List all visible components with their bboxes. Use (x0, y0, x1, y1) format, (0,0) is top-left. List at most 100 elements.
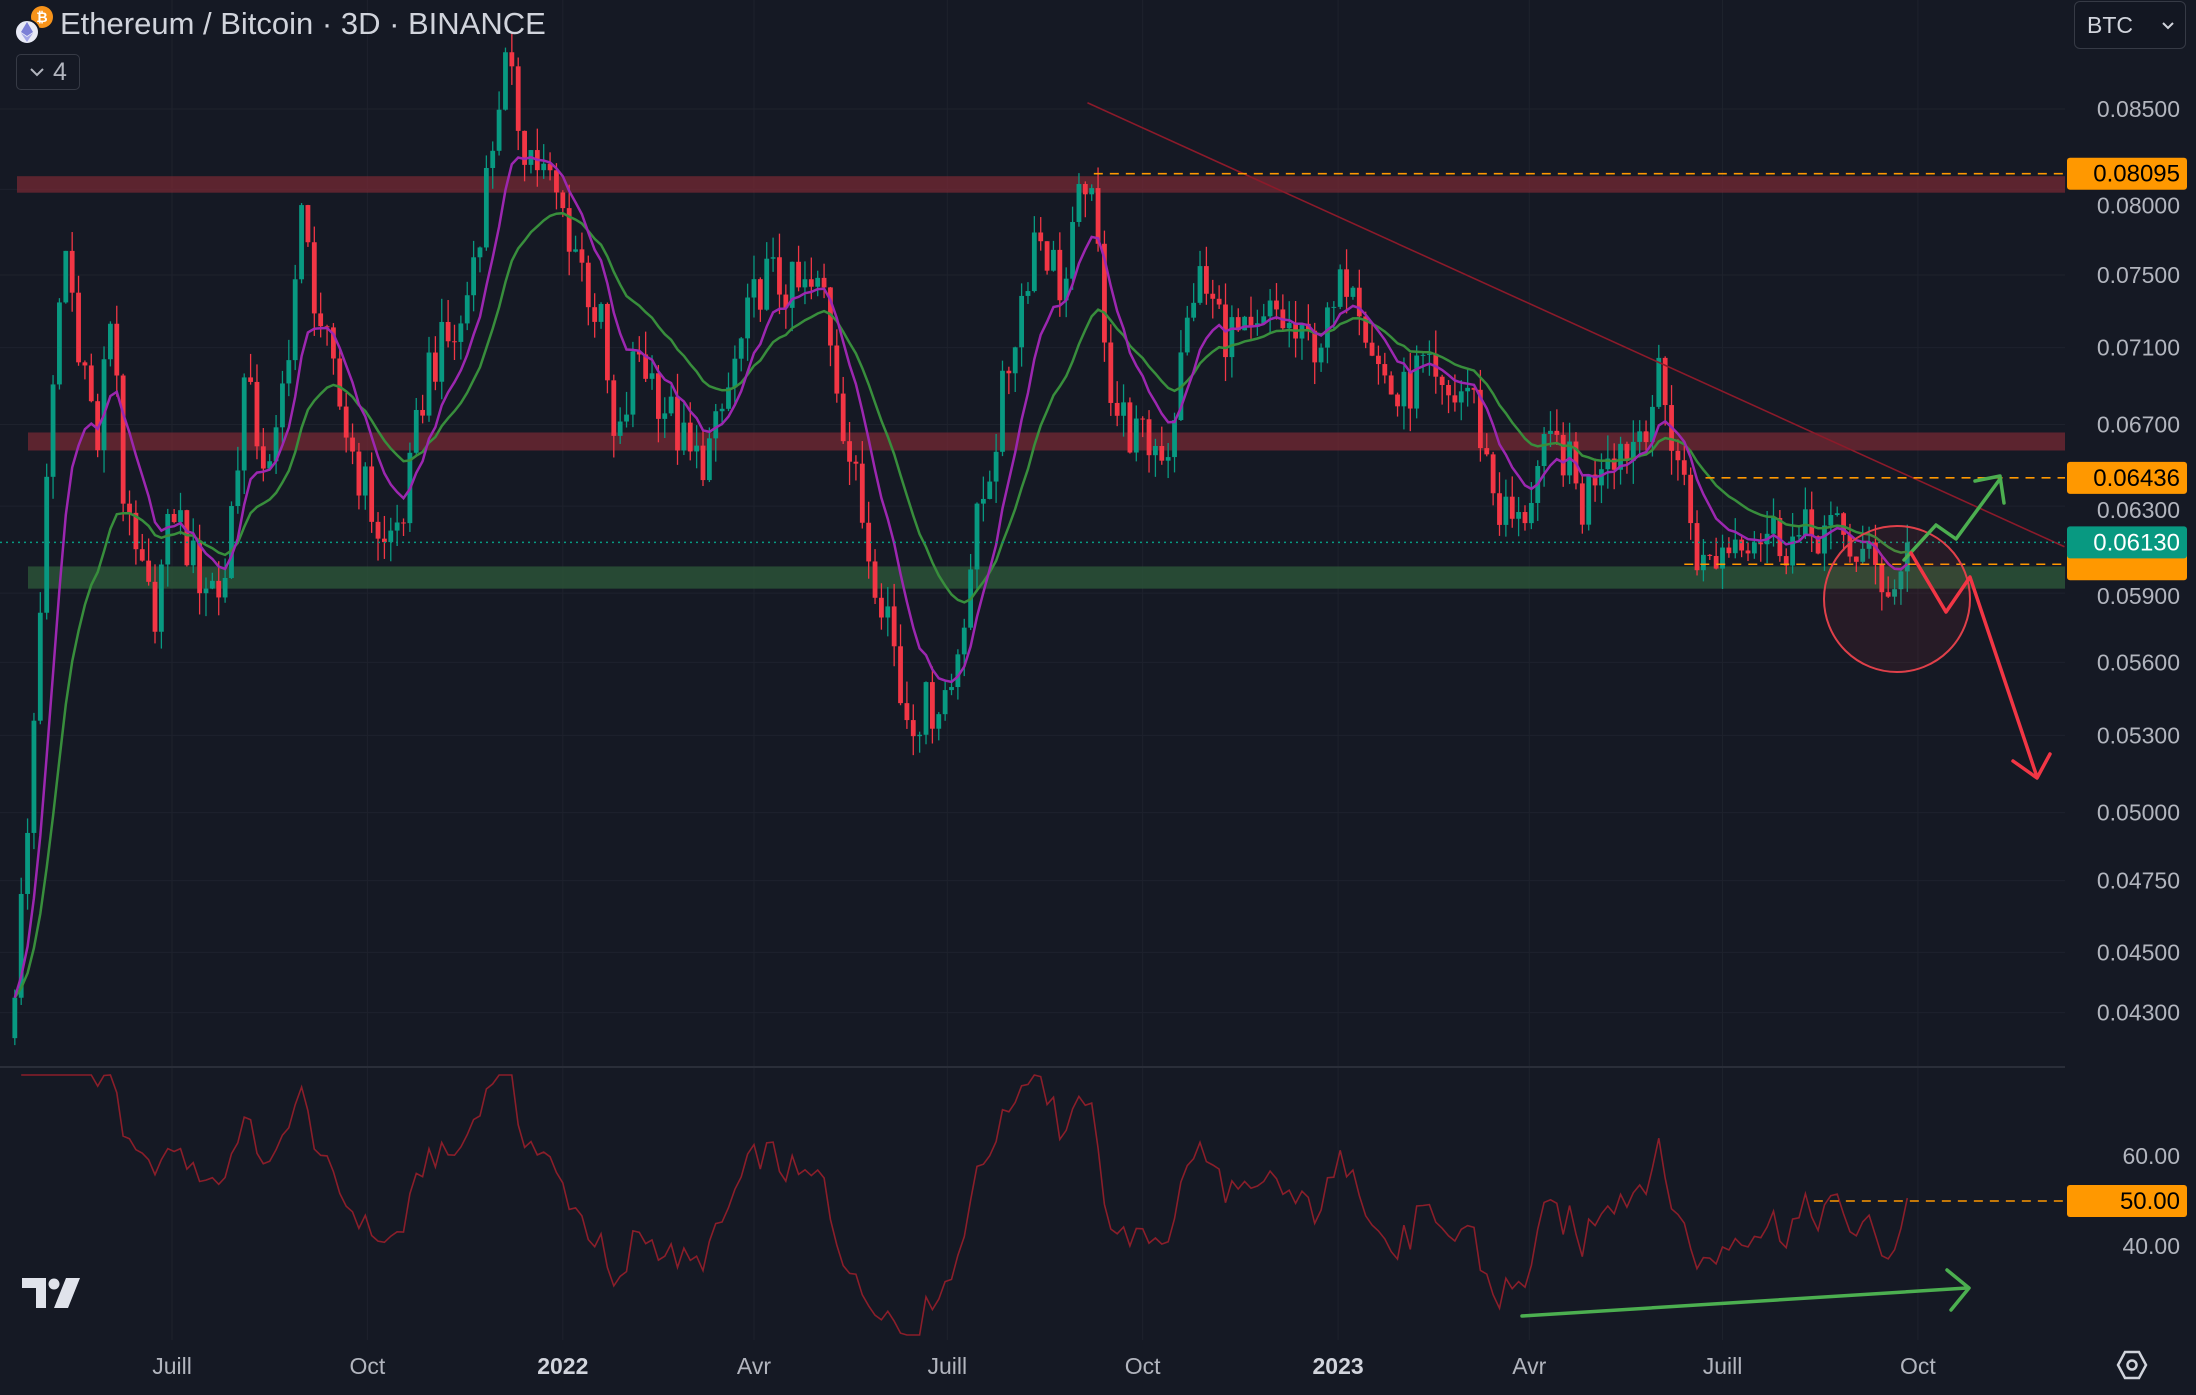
candle (369, 452, 375, 533)
candle-body (1783, 556, 1789, 566)
candle (1191, 283, 1197, 322)
resistance-zone[interactable] (17, 176, 2065, 193)
candle-body (1650, 406, 1655, 443)
candle-body (1490, 454, 1496, 494)
support-zone[interactable] (28, 566, 2065, 589)
candle-body (879, 597, 884, 618)
range-high-label: 0.06436 (2067, 461, 2187, 494)
candle-body (1121, 402, 1126, 416)
candle-body (853, 461, 859, 464)
candle-body (305, 205, 311, 243)
candle (432, 336, 438, 391)
candle-body (248, 377, 253, 382)
legend-toggle-button[interactable]: 4 (16, 54, 80, 90)
candle-body (1439, 376, 1445, 386)
candle-body (1216, 298, 1222, 305)
candle (1197, 250, 1203, 305)
candle-body (267, 461, 273, 469)
candle (178, 492, 183, 535)
candle (331, 323, 336, 375)
candle-body (1853, 556, 1859, 562)
candle-body (25, 832, 30, 894)
price-levels[interactable] (1093, 172, 2065, 566)
candle-body (579, 249, 585, 263)
candle-body (1363, 316, 1369, 343)
time-tick-label: Juill (927, 1353, 967, 1379)
candle-body (605, 303, 610, 381)
candle (1509, 476, 1515, 528)
candle (311, 226, 317, 336)
candle (101, 346, 107, 473)
candle (318, 292, 324, 338)
candle-body (636, 351, 642, 355)
resistance-zone[interactable] (28, 432, 2065, 451)
rsi-level-label-background (2067, 1185, 2187, 1217)
candle-body (158, 564, 164, 632)
candle-body (649, 373, 655, 379)
candle (1146, 410, 1152, 473)
candle (343, 392, 349, 453)
price-tick-label: 0.05600 (2097, 649, 2180, 675)
candle-body (566, 208, 572, 252)
rsi-divergence-arrow[interactable] (1520, 1268, 1971, 1318)
candle-body (178, 510, 183, 523)
candle-body (1019, 295, 1024, 348)
price-axis[interactable]: 0.08500 0.08000 0.07500 0.07100 0.06700 0.063… (2065, 0, 2196, 1395)
candle-body (1063, 278, 1069, 301)
candle-body (369, 466, 375, 522)
candle-body (662, 413, 668, 419)
candle-body (828, 287, 833, 346)
price-tick-label: 0.07500 (2097, 262, 2180, 288)
candle (1063, 267, 1069, 318)
candle (1344, 249, 1349, 314)
candle-body (1312, 330, 1318, 363)
candle-body (1089, 188, 1095, 195)
candle (1012, 346, 1018, 393)
candle (713, 403, 719, 462)
candle-body (496, 109, 502, 151)
descending-trendline[interactable] (1087, 102, 2065, 548)
candle-body (1051, 249, 1056, 271)
candle (1681, 442, 1687, 486)
candle-body (885, 606, 891, 618)
candle-body (1873, 542, 1878, 565)
candle-body (286, 360, 292, 384)
candle (1885, 576, 1891, 598)
candle-body (1414, 355, 1420, 409)
tradingview-logo[interactable] (22, 1276, 84, 1310)
candle-body (1484, 448, 1490, 455)
candle-body (1898, 571, 1904, 590)
candle-body (222, 577, 228, 598)
candle (1873, 524, 1878, 585)
price-tick-label: 0.05000 (2097, 800, 2180, 826)
candle (706, 427, 712, 483)
candle-body (318, 313, 324, 327)
candle (76, 275, 81, 366)
candle-body (1656, 357, 1662, 407)
candle (1261, 303, 1267, 325)
candle-body (1732, 539, 1738, 554)
highlight-circle[interactable] (1823, 525, 1971, 673)
candle-body (668, 396, 674, 414)
candle (1102, 230, 1107, 362)
candle-body (311, 242, 317, 314)
candle-body (1471, 387, 1477, 390)
candle-body (1395, 394, 1400, 407)
candle (1000, 360, 1005, 457)
candle (1841, 512, 1846, 551)
currency-select[interactable]: BTC (2074, 1, 2186, 49)
bearish-scenario-arrow[interactable] (1909, 551, 2052, 780)
candle (1165, 443, 1171, 479)
price-tick-label: 0.08500 (2097, 96, 2180, 122)
candle-body (1210, 293, 1216, 299)
time-axis[interactable]: Juill Oct 2022 Avr Juill Oct 2023 Avr Juill Oct (152, 1353, 1936, 1379)
candle (1624, 441, 1630, 474)
candle (413, 397, 419, 455)
settings-icon[interactable] (2116, 1349, 2148, 1381)
candle-body (1866, 542, 1872, 549)
bitcoin-icon (31, 6, 53, 28)
bullish-scenario-arrow[interactable] (1902, 474, 2006, 562)
candle-body (936, 714, 942, 729)
time-tick-label: Avr (737, 1353, 771, 1379)
